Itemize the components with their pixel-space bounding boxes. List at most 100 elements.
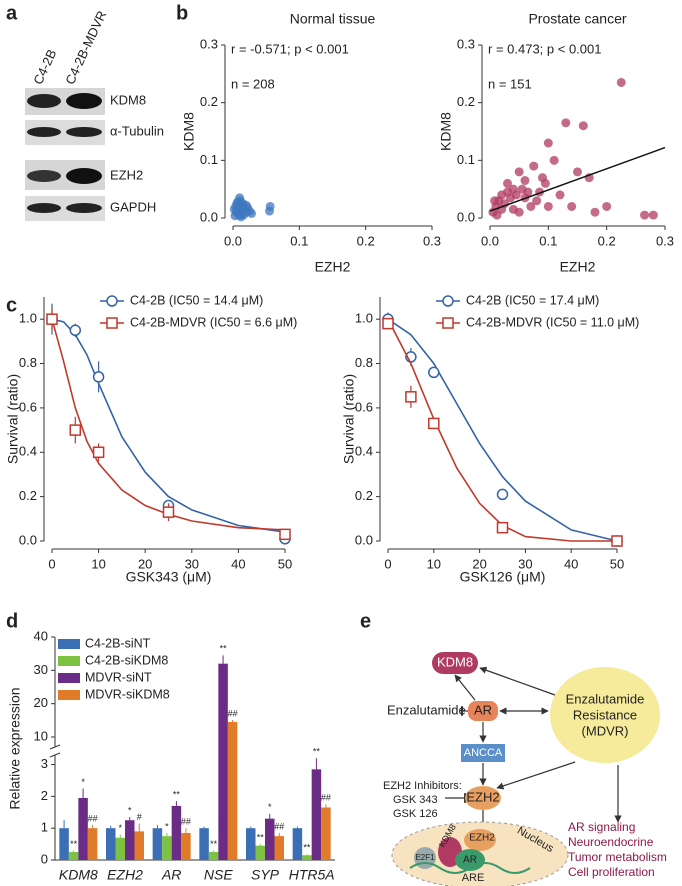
y-tick-label: 0.3 [200, 36, 218, 51]
panel-label: a [6, 2, 18, 24]
x-tick-label: KDM8 [59, 867, 98, 883]
point [640, 210, 650, 220]
bar [292, 828, 303, 860]
node [461, 744, 505, 762]
point [561, 118, 571, 128]
node-label: EZH2 [466, 789, 499, 804]
y-tick-label: 0.0 [457, 209, 475, 224]
node [465, 786, 501, 810]
point [279, 528, 291, 541]
legend-marker [106, 317, 118, 329]
significance: ## [88, 813, 98, 823]
annotation: r = -0.571; p < 0.001 [231, 41, 349, 56]
drug-label: GSK 343 [393, 794, 438, 806]
arrow [454, 674, 476, 701]
x-tick-label: 50 [278, 556, 292, 571]
y-tick-label: 10 [34, 728, 48, 743]
significance: ** [220, 644, 228, 654]
annotation: r = 0.473; p < 0.001 [488, 41, 601, 56]
band [66, 168, 102, 184]
bar [68, 852, 79, 860]
significance: ** [210, 839, 218, 849]
y-tick-label: 0 [41, 851, 48, 866]
point [540, 178, 550, 188]
significance: * [165, 821, 169, 831]
x-axis-label: EZH2 [315, 259, 351, 275]
band [27, 203, 61, 213]
x-axis-label: GSK343 (μM) [126, 569, 212, 585]
y-tick-label: 1.0 [355, 311, 373, 326]
y-tick-label: 0.2 [457, 94, 475, 109]
protein [464, 829, 496, 851]
y-axis-label: Survival (ratio) [5, 374, 21, 464]
point [648, 210, 658, 220]
bar [227, 722, 238, 860]
bar [218, 663, 228, 860]
band [66, 127, 102, 137]
x-tick-label: 30 [518, 556, 532, 571]
legend-marker [106, 295, 118, 307]
significance: ** [70, 839, 78, 849]
significance: ** [257, 832, 265, 842]
x-axis-label: GSK126 (μM) [460, 569, 546, 585]
bar [106, 828, 116, 860]
panel-label: e [360, 610, 371, 632]
trend-line [489, 146, 666, 212]
axis-break [49, 744, 61, 750]
bar [115, 837, 125, 860]
bar [181, 832, 191, 860]
y-tick-label: 0.2 [19, 488, 37, 503]
significance: ** [173, 790, 181, 800]
point [428, 366, 440, 379]
axis-break [49, 752, 61, 758]
legend-swatch [58, 690, 80, 700]
y-tick-label: 1.0 [19, 311, 37, 326]
y-tick-label: 1 [41, 820, 48, 835]
y-tick-label: 0.0 [19, 532, 37, 547]
point [514, 167, 524, 177]
point [511, 190, 521, 200]
point [616, 77, 626, 87]
point [241, 200, 251, 210]
band [27, 94, 61, 108]
point [520, 176, 530, 186]
y-tick-label: 20 [34, 695, 48, 710]
lane-label: C4-2B-MDVR [62, 8, 109, 86]
significance: ## [274, 821, 284, 831]
node-label: ANCCA [464, 747, 503, 759]
x-tick-label: HTR5A [289, 867, 335, 883]
point [611, 535, 623, 547]
point [405, 391, 417, 403]
band [66, 203, 102, 213]
point [590, 207, 600, 217]
point [496, 521, 509, 534]
point [496, 488, 509, 501]
y-tick-label: 0.3 [457, 36, 475, 51]
y-tick-label: 0.4 [19, 444, 37, 459]
point [503, 187, 512, 197]
point [526, 201, 536, 211]
point [247, 208, 257, 218]
y-tick-label: 2 [41, 788, 48, 803]
bar [208, 852, 219, 860]
x-tick-label: 20 [472, 556, 486, 571]
bar [274, 836, 284, 860]
band-label: EZH2 [110, 167, 143, 182]
y-axis-label: Relative expression [7, 687, 23, 809]
x-tick-label: 0.3 [656, 233, 674, 248]
point [543, 201, 553, 211]
node [468, 701, 498, 721]
bar [265, 818, 275, 860]
fit-curve [387, 318, 617, 542]
significance: ## [181, 817, 191, 827]
drug-label: Enzalutamide [387, 702, 466, 717]
chart-title: Normal tissue [290, 11, 376, 27]
drug-label: EZH2 Inhibitors: [383, 780, 462, 792]
node-label: AR [474, 702, 492, 717]
point [490, 196, 500, 206]
point [532, 196, 542, 206]
x-tick-label: 0.1 [539, 233, 557, 248]
y-tick-label: 0.1 [457, 152, 475, 167]
panel-labels: a b c d e [6, 2, 371, 632]
bar [78, 797, 88, 860]
